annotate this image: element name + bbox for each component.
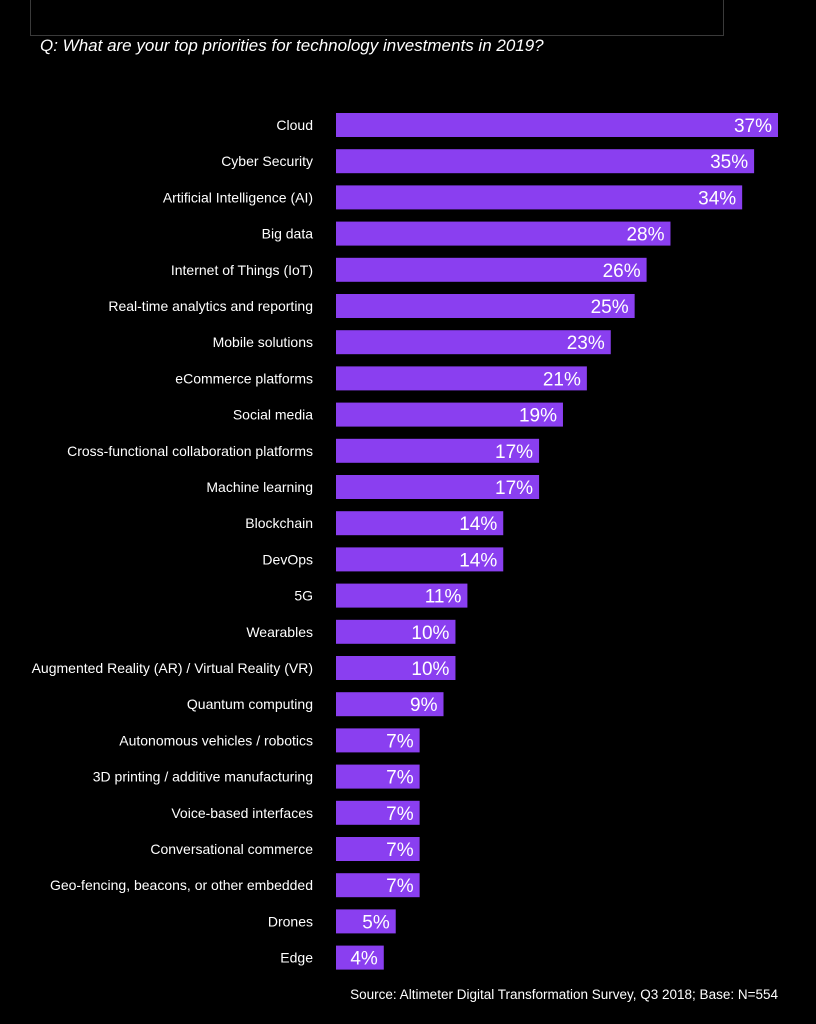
bar [336, 728, 420, 753]
value-label: 7% [386, 768, 414, 789]
category-label: Machine learning [206, 479, 313, 495]
value-label: 7% [386, 731, 414, 752]
bar [336, 257, 647, 282]
bar [336, 402, 563, 427]
value-label: 34% [698, 188, 736, 209]
value-label: 23% [567, 333, 605, 354]
bar [336, 475, 540, 499]
value-label: 10% [411, 623, 449, 644]
bar [336, 656, 456, 680]
category-label: 5G [294, 588, 313, 604]
value-label: 37% [734, 116, 772, 137]
category-label: Artificial Intelligence (AI) [163, 189, 313, 205]
value-label: 26% [603, 261, 641, 282]
value-label: 28% [626, 225, 664, 246]
category-label: Cyber Security [221, 153, 313, 169]
bar [336, 221, 671, 246]
value-label: 4% [350, 949, 378, 970]
value-label: 14% [459, 550, 497, 571]
value-label: 10% [411, 659, 449, 680]
value-label: 35% [710, 152, 748, 173]
value-label: 9% [410, 695, 438, 716]
bar [336, 619, 456, 644]
value-label: 7% [386, 876, 414, 897]
category-label: Drones [268, 913, 313, 929]
value-label: 25% [591, 297, 629, 318]
bar [336, 185, 743, 210]
category-label: Real-time analytics and reporting [108, 298, 313, 314]
bar [336, 511, 504, 536]
bar [336, 294, 635, 318]
bar [336, 438, 540, 463]
value-label: 21% [543, 369, 581, 390]
bar [336, 945, 384, 970]
category-label: Big data [262, 226, 314, 242]
category-label: Conversational commerce [150, 841, 313, 857]
value-label: 17% [495, 478, 533, 499]
bar [336, 113, 778, 137]
category-label: Autonomous vehicles / robotics [119, 732, 313, 748]
value-label: 17% [495, 442, 533, 463]
value-label: 11% [425, 587, 462, 608]
bar [336, 583, 468, 608]
value-label: 7% [386, 840, 414, 861]
bar [336, 909, 396, 934]
category-label: Wearables [246, 624, 313, 640]
chart-question: Q: What are your top priorities for tech… [40, 36, 544, 55]
category-label: Cloud [276, 117, 313, 133]
category-label: Social media [233, 407, 313, 423]
category-label: Quantum computing [187, 696, 313, 712]
category-label: Mobile solutions [213, 334, 313, 350]
category-label: Geo-fencing, beacons, or other embedded [50, 877, 313, 893]
value-label: 7% [386, 804, 414, 825]
value-label: 19% [519, 406, 557, 427]
bar [336, 837, 420, 861]
source-note: Source: Altimeter Digital Transformation… [350, 987, 778, 1002]
top-frame [30, 0, 724, 36]
category-label: Augmented Reality (AR) / Virtual Reality… [32, 660, 313, 676]
bar [336, 873, 420, 898]
category-label: Edge [280, 950, 313, 966]
bar [336, 366, 587, 391]
category-label: 3D printing / additive manufacturing [93, 769, 313, 785]
bar [336, 330, 611, 355]
bar [336, 547, 504, 572]
bar [336, 764, 420, 789]
bar [336, 149, 755, 174]
category-label: Voice-based interfaces [171, 805, 313, 821]
category-label: Blockchain [245, 515, 313, 531]
category-label: Internet of Things (IoT) [171, 262, 313, 278]
value-label: 14% [459, 514, 497, 535]
category-label: Cross-functional collaboration platforms [67, 443, 313, 459]
bar [336, 692, 444, 717]
value-label: 5% [362, 912, 390, 933]
category-label: eCommerce platforms [175, 370, 313, 386]
category-label: DevOps [262, 551, 313, 567]
bar [336, 800, 420, 825]
